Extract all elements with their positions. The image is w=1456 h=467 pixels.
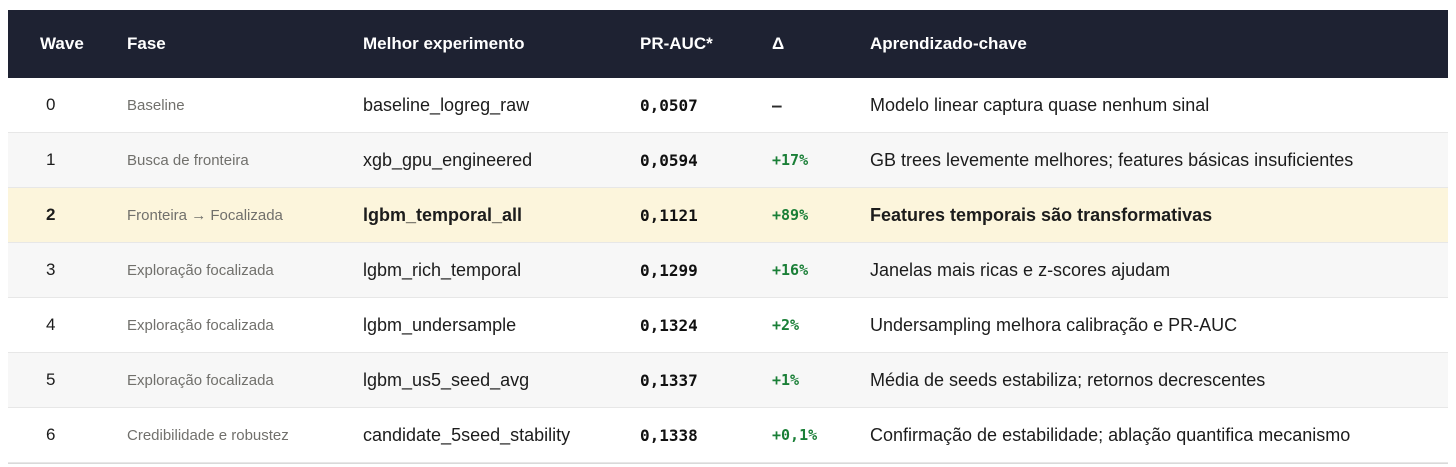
cell-pr-auc: 0,1299: [640, 260, 698, 280]
cell-fase: Busca de fronteira: [127, 151, 249, 169]
cell-fase: Fronteira → Focalizada: [127, 206, 283, 224]
table-row: 3 Exploração focalizada lgbm_rich_tempor…: [8, 243, 1448, 298]
cell-delta: +89%: [772, 206, 809, 224]
cell-delta: +16%: [772, 261, 809, 279]
cell-aprendizado: Features temporais são transformativas: [870, 204, 1213, 225]
cell-fase: Baseline: [127, 96, 185, 114]
table-body: 0 Baseline baseline_logreg_raw 0,0507 – …: [8, 78, 1448, 463]
table-row: 5 Exploração focalizada lgbm_us5_seed_av…: [8, 353, 1448, 408]
header-cell-experimento: Melhor experimento: [363, 34, 525, 53]
cell-pr-auc: 0,0594: [640, 150, 698, 170]
cell-delta: +0,1%: [772, 426, 818, 444]
cell-experimento: lgbm_undersample: [363, 314, 517, 335]
cell-wave: 2: [46, 205, 56, 224]
cell-pr-auc: 0,1324: [640, 315, 698, 335]
header-cell-aprendizado: Aprendizado-chave: [870, 34, 1027, 53]
cell-pr-auc: 0,0507: [640, 95, 698, 115]
cell-delta: +1%: [772, 371, 800, 389]
cell-delta: –: [772, 95, 782, 115]
cell-wave: 1: [46, 150, 56, 169]
table-row: 4 Exploração focalizada lgbm_undersample…: [8, 298, 1448, 353]
cell-delta: +17%: [772, 151, 809, 169]
cell-pr-auc: 0,1121: [640, 205, 698, 225]
table-row: 6 Credibilidade e robustez candidate_5se…: [8, 408, 1448, 463]
header-cell-pr-auc: PR-AUC*: [640, 34, 713, 53]
cell-delta: +2%: [772, 316, 800, 334]
cell-wave: 6: [46, 425, 56, 444]
cell-wave: 0: [46, 95, 56, 114]
cell-experimento: baseline_logreg_raw: [363, 94, 530, 115]
cell-wave: 3: [46, 260, 56, 279]
cell-aprendizado: Confirmação de estabilidade; ablação qua…: [870, 424, 1351, 445]
cell-experimento: candidate_5seed_stability: [363, 424, 571, 445]
table-header-row: Wave Fase Melhor experimento PR-AUC* Δ A…: [8, 10, 1448, 78]
table-row: 0 Baseline baseline_logreg_raw 0,0507 – …: [8, 78, 1448, 133]
cell-pr-auc: 0,1337: [640, 370, 698, 390]
header-cell-fase: Fase: [127, 34, 166, 53]
header-cell-delta: Δ: [772, 34, 785, 53]
cell-aprendizado: Janelas mais ricas e z-scores ajudam: [870, 259, 1171, 280]
cell-aprendizado: Modelo linear captura quase nenhum sinal: [870, 94, 1210, 115]
cell-experimento: lgbm_us5_seed_avg: [363, 369, 530, 390]
cell-aprendizado: GB trees levemente melhores; features bá…: [870, 149, 1354, 170]
cell-experimento: lgbm_temporal_all: [363, 204, 523, 225]
cell-pr-auc: 0,1338: [640, 425, 698, 445]
header-cell-wave: Wave: [40, 34, 84, 53]
cell-experimento: lgbm_rich_temporal: [363, 259, 522, 280]
table-row: 2 Fronteira → Focalizada lgbm_temporal_a…: [8, 188, 1448, 243]
cell-fase: Exploração focalizada: [127, 316, 274, 334]
experiments-table: Wave Fase Melhor experimento PR-AUC* Δ A…: [8, 10, 1448, 464]
cell-aprendizado: Média de seeds estabiliza; retornos decr…: [870, 369, 1266, 390]
cell-experimento: xgb_gpu_engineered: [363, 149, 533, 170]
cell-fase: Exploração focalizada: [127, 261, 274, 279]
cell-fase: Credibilidade e robustez: [127, 426, 289, 444]
cell-wave: 4: [46, 315, 56, 334]
cell-fase: Exploração focalizada: [127, 371, 274, 389]
cell-wave: 5: [46, 370, 56, 389]
cell-aprendizado: Undersampling melhora calibração e PR-AU…: [870, 314, 1238, 335]
table-row: 1 Busca de fronteira xgb_gpu_engineered …: [8, 133, 1448, 188]
